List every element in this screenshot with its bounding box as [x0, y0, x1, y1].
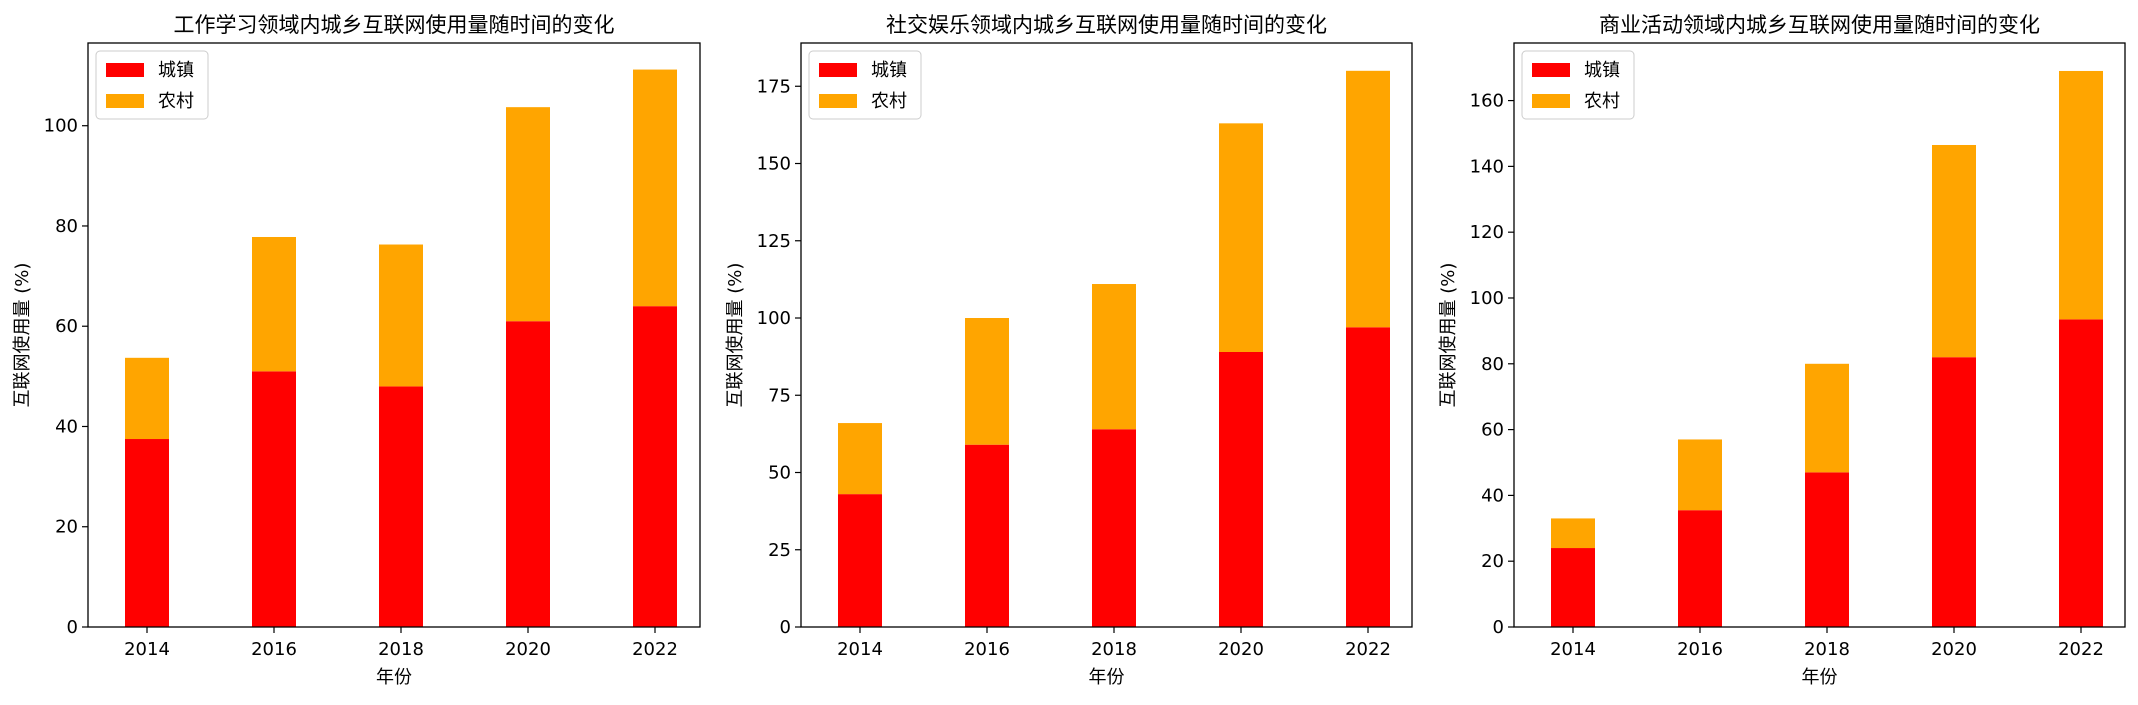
y-tick-label: 20 [55, 517, 78, 538]
bar-urban-2022 [633, 306, 677, 627]
y-tick-label: 40 [1481, 485, 1504, 506]
bar-rural-2014 [838, 423, 882, 495]
x-tick-label: 2022 [1345, 639, 1391, 660]
x-tick-label: 2018 [378, 639, 424, 660]
y-axis-label: 互联网使用量 (%) [725, 263, 746, 408]
x-axis-label: 年份 [1089, 667, 1125, 688]
chart-title: 社交娱乐领域内城乡互联网使用量随时间的变化 [886, 13, 1327, 37]
y-tick-label: 25 [768, 540, 791, 561]
y-tick-label: 60 [1481, 420, 1504, 441]
bar-urban-2016 [252, 371, 296, 627]
y-tick-label: 0 [1493, 617, 1504, 638]
bar-rural-2014 [125, 357, 169, 440]
x-tick-label: 2014 [1550, 639, 1596, 660]
y-tick-label: 100 [44, 116, 78, 137]
y-tick-label: 125 [757, 231, 791, 252]
x-tick-label: 2016 [1677, 639, 1723, 660]
y-tick-label: 0 [780, 617, 791, 638]
legend-label-rural: 农村 [1584, 91, 1620, 112]
legend-swatch-urban [819, 63, 857, 77]
bar-urban-2016 [965, 444, 1009, 627]
x-tick-label: 2020 [505, 639, 551, 660]
bar-rural-2018 [379, 244, 423, 387]
x-tick-label: 2014 [124, 639, 170, 660]
y-tick-label: 160 [1470, 91, 1504, 112]
chart-title: 工作学习领域内城乡互联网使用量随时间的变化 [174, 13, 615, 37]
bar-rural-2020 [506, 107, 550, 322]
legend-label-urban: 城镇 [158, 60, 194, 81]
y-tick-label: 100 [757, 308, 791, 329]
legend-label-urban: 城镇 [871, 60, 907, 81]
bar-urban-2020 [506, 321, 550, 627]
bar-urban-2014 [1551, 548, 1595, 627]
y-axis-label: 互联网使用量 (%) [1438, 263, 1459, 408]
axes-frame [1513, 42, 2126, 628]
legend-swatch-urban [1532, 63, 1570, 77]
x-tick-label: 2022 [632, 639, 678, 660]
bar-rural-2016 [1678, 439, 1722, 511]
x-tick-label: 2018 [1804, 639, 1850, 660]
bar-urban-2020 [1932, 357, 1976, 627]
legend-swatch-urban [106, 63, 144, 77]
y-axis-label: 互联网使用量 (%) [12, 263, 33, 408]
x-tick-label: 2020 [1218, 639, 1264, 660]
bar-urban-2014 [125, 439, 169, 627]
legend-swatch-rural [106, 94, 144, 108]
chart-title: 商业活动领域内城乡互联网使用量随时间的变化 [1599, 13, 2040, 37]
legend-swatch-rural [1532, 94, 1570, 108]
bar-rural-2022 [633, 69, 677, 307]
axes-frame [87, 42, 701, 628]
legend-label-rural: 农村 [158, 91, 194, 112]
y-tick-label: 40 [55, 416, 78, 437]
legend-label-urban: 城镇 [1584, 60, 1620, 81]
y-tick-label: 20 [1481, 551, 1504, 572]
bar-urban-2016 [1678, 510, 1722, 627]
y-tick-label: 60 [55, 316, 78, 337]
bar-rural-2018 [1805, 363, 1849, 473]
x-tick-label: 2016 [964, 639, 1010, 660]
legend-swatch-rural [819, 94, 857, 108]
bar-urban-2018 [1805, 472, 1849, 627]
bar-urban-2020 [1219, 351, 1263, 627]
bar-rural-2016 [252, 236, 296, 372]
axes-frame [800, 42, 1413, 628]
bar-rural-2022 [1346, 70, 1390, 328]
bar-rural-2022 [2059, 70, 2103, 320]
bar-rural-2020 [1219, 123, 1263, 352]
y-tick-label: 150 [757, 154, 791, 175]
y-tick-label: 80 [55, 216, 78, 237]
bar-urban-2014 [838, 494, 882, 627]
y-tick-label: 80 [1481, 354, 1504, 375]
bar-rural-2020 [1932, 144, 1976, 358]
bar-rural-2018 [1092, 284, 1136, 430]
y-tick-label: 75 [768, 385, 791, 406]
x-tick-label: 2016 [251, 639, 297, 660]
y-tick-label: 100 [1470, 288, 1504, 309]
y-tick-label: 120 [1470, 222, 1504, 243]
y-tick-label: 0 [67, 617, 78, 638]
bar-rural-2014 [1551, 518, 1595, 549]
legend-label-rural: 农村 [871, 91, 907, 112]
bar-urban-2018 [379, 386, 423, 627]
y-tick-label: 175 [757, 76, 791, 97]
x-axis-label: 年份 [376, 667, 412, 688]
bar-urban-2018 [1092, 429, 1136, 627]
x-tick-label: 2020 [1931, 639, 1977, 660]
y-tick-label: 140 [1470, 156, 1504, 177]
x-tick-label: 2018 [1091, 639, 1137, 660]
bar-urban-2022 [1346, 327, 1390, 627]
bar-urban-2022 [2059, 319, 2103, 627]
x-axis-label: 年份 [1802, 667, 1838, 688]
bar-rural-2016 [965, 318, 1009, 445]
x-tick-label: 2022 [2058, 639, 2104, 660]
x-tick-label: 2014 [837, 639, 883, 660]
y-tick-label: 50 [768, 463, 791, 484]
